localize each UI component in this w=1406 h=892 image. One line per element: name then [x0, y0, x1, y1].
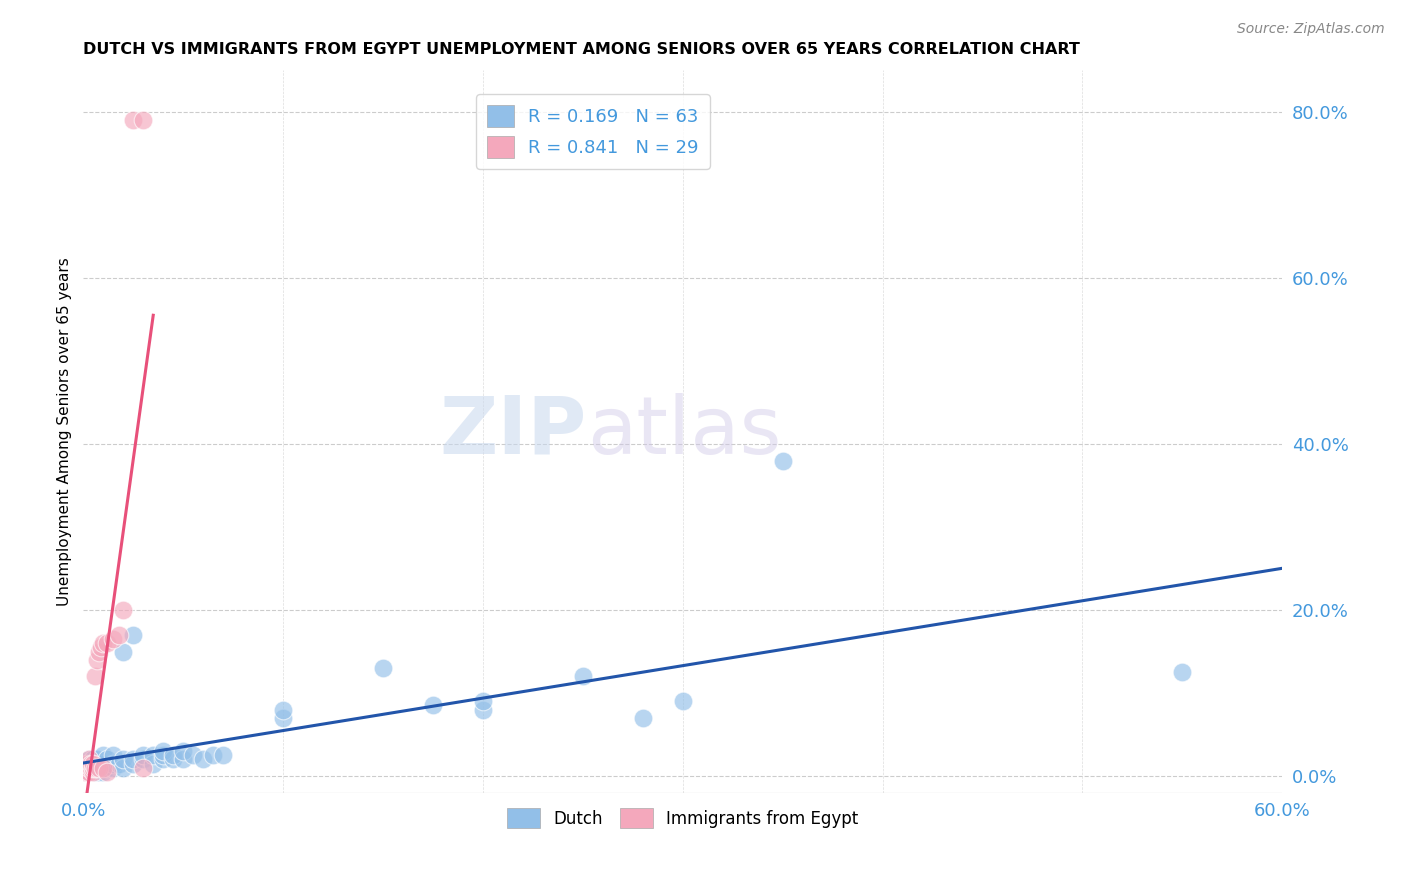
Text: ZIP: ZIP — [440, 392, 586, 471]
Text: Source: ZipAtlas.com: Source: ZipAtlas.com — [1237, 22, 1385, 37]
Point — [112, 752, 135, 766]
Point — [76, 764, 98, 779]
Point — [271, 711, 294, 725]
Point — [371, 661, 394, 675]
Point — [79, 761, 101, 775]
Point — [75, 764, 97, 779]
Point — [422, 698, 444, 713]
Point — [152, 748, 174, 763]
Point — [82, 764, 104, 779]
Point — [89, 761, 111, 775]
Point — [631, 711, 654, 725]
Point — [162, 748, 184, 763]
Point — [80, 761, 103, 775]
Point — [103, 756, 125, 771]
Point — [89, 756, 111, 771]
Point — [103, 632, 125, 646]
Point — [89, 764, 111, 779]
Point — [572, 669, 595, 683]
Point — [172, 744, 194, 758]
Point — [122, 113, 145, 128]
Point — [103, 748, 125, 763]
Point — [76, 756, 98, 771]
Point — [112, 603, 135, 617]
Point — [471, 703, 494, 717]
Point — [162, 752, 184, 766]
Y-axis label: Unemployment Among Seniors over 65 years: Unemployment Among Seniors over 65 years — [58, 257, 72, 606]
Point — [108, 756, 131, 771]
Point — [84, 756, 107, 771]
Point — [82, 764, 104, 779]
Point — [122, 628, 145, 642]
Point — [1171, 665, 1194, 680]
Point — [82, 756, 104, 771]
Point — [122, 752, 145, 766]
Point — [152, 744, 174, 758]
Point — [96, 764, 118, 779]
Point — [132, 752, 155, 766]
Point — [96, 761, 118, 775]
Point — [132, 748, 155, 763]
Point — [79, 764, 101, 779]
Point — [112, 761, 135, 775]
Point — [86, 761, 108, 775]
Point — [212, 748, 235, 763]
Point — [80, 756, 103, 771]
Point — [672, 694, 695, 708]
Point — [202, 748, 225, 763]
Point — [76, 756, 98, 771]
Point — [91, 764, 114, 779]
Point — [103, 761, 125, 775]
Point — [96, 752, 118, 766]
Point — [132, 113, 155, 128]
Point — [79, 752, 101, 766]
Point — [80, 761, 103, 775]
Point — [82, 761, 104, 775]
Point — [76, 761, 98, 775]
Point — [75, 761, 97, 775]
Point — [471, 694, 494, 708]
Point — [84, 761, 107, 775]
Point — [181, 748, 204, 763]
Text: atlas: atlas — [586, 392, 782, 471]
Point — [80, 764, 103, 779]
Point — [86, 653, 108, 667]
Point — [79, 764, 101, 779]
Point — [84, 669, 107, 683]
Point — [79, 761, 101, 775]
Point — [122, 756, 145, 771]
Point — [79, 752, 101, 766]
Point — [90, 640, 112, 655]
Point — [91, 636, 114, 650]
Point — [84, 764, 107, 779]
Point — [82, 761, 104, 775]
Point — [142, 748, 165, 763]
Point — [86, 752, 108, 766]
Point — [142, 756, 165, 771]
Point — [132, 761, 155, 775]
Point — [76, 764, 98, 779]
Point — [86, 761, 108, 775]
Point — [79, 756, 101, 771]
Legend: Dutch, Immigrants from Egypt: Dutch, Immigrants from Egypt — [501, 801, 865, 835]
Point — [80, 756, 103, 771]
Text: DUTCH VS IMMIGRANTS FROM EGYPT UNEMPLOYMENT AMONG SENIORS OVER 65 YEARS CORRELAT: DUTCH VS IMMIGRANTS FROM EGYPT UNEMPLOYM… — [83, 42, 1080, 57]
Point — [108, 628, 131, 642]
Point — [96, 636, 118, 650]
Point — [271, 703, 294, 717]
Point — [172, 752, 194, 766]
Point — [152, 752, 174, 766]
Point — [193, 752, 215, 766]
Point — [91, 761, 114, 775]
Point — [91, 756, 114, 771]
Point — [772, 453, 794, 467]
Point — [91, 748, 114, 763]
Point — [75, 761, 97, 775]
Point — [89, 644, 111, 658]
Point — [112, 644, 135, 658]
Point — [75, 764, 97, 779]
Point — [82, 752, 104, 766]
Point — [90, 761, 112, 775]
